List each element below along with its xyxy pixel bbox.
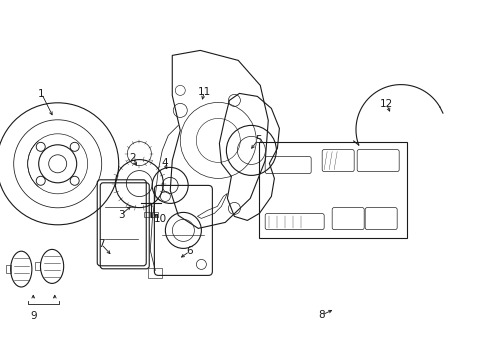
Bar (259, 141, 407, 238)
Text: 8: 8 (318, 310, 325, 320)
Text: 12: 12 (379, 99, 392, 109)
Text: 5: 5 (254, 135, 261, 145)
Bar (143, 212, 149, 217)
Bar (151, 212, 157, 217)
Text: 9: 9 (30, 311, 37, 321)
Text: 10: 10 (154, 214, 166, 224)
Text: 2: 2 (129, 153, 136, 163)
Bar (6, 265, 11, 273)
Text: 1: 1 (38, 89, 45, 99)
Text: 7: 7 (98, 239, 104, 249)
Bar (148, 269, 162, 278)
Text: 4: 4 (161, 158, 167, 168)
Text: 3: 3 (118, 210, 124, 220)
Bar (36, 262, 41, 270)
Text: 6: 6 (186, 246, 193, 256)
Text: 11: 11 (197, 87, 211, 97)
